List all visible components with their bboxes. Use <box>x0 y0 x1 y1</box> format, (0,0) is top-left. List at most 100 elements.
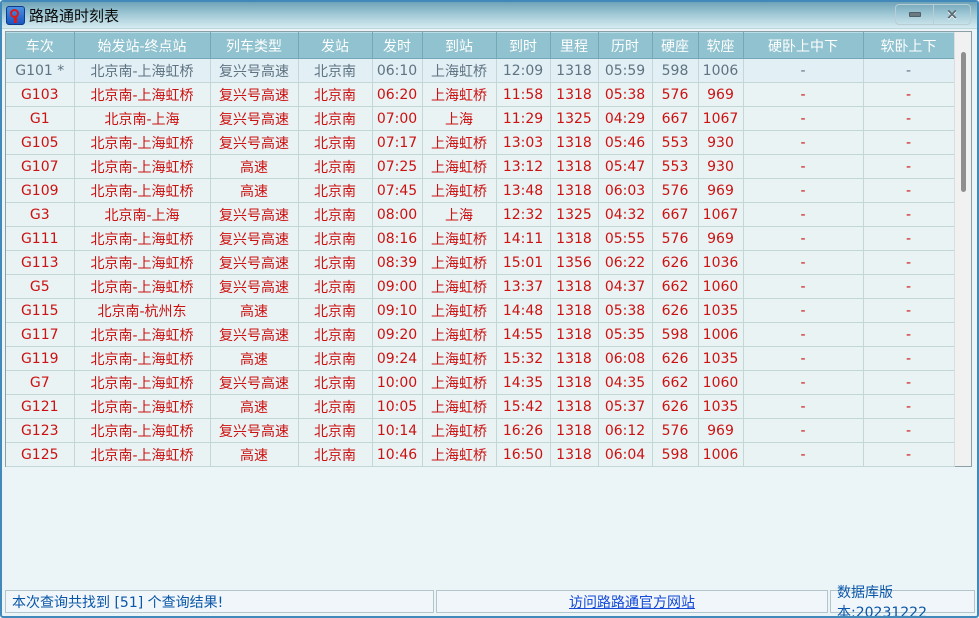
table-cell: 05:35 <box>598 322 653 347</box>
table-cell: 10:46 <box>372 442 423 467</box>
table-cell: - <box>743 370 864 395</box>
table-cell: 上海虹桥 <box>422 226 497 251</box>
table-cell: - <box>743 82 864 107</box>
table-cell: 16:26 <box>496 418 551 443</box>
table-cell: - <box>743 322 864 347</box>
table-row[interactable]: G121 北京南-上海虹桥 高速 北京南 10:05 上海虹桥 15:42 1318 05:37… <box>6 394 955 419</box>
table-cell: 04:37 <box>598 274 653 299</box>
scrollbar-thumb[interactable] <box>961 52 966 192</box>
table-cell: 复兴号高速 <box>210 226 299 251</box>
table-cell: 1318 <box>550 154 599 179</box>
column-header-0[interactable]: 车次 <box>6 32 75 59</box>
table-cell: 上海虹桥 <box>422 298 497 323</box>
table-row[interactable]: G109 北京南-上海虹桥 高速 北京南 07:45 上海虹桥 13:48 1318 06:03… <box>6 178 955 203</box>
table-cell: 1036 <box>698 250 744 275</box>
title-bar[interactable]: 路路通时刻表 × <box>2 2 977 29</box>
table-cell: 复兴号高速 <box>210 130 299 155</box>
column-header-1[interactable]: 始发站-终点站 <box>74 32 211 59</box>
table-row[interactable]: G125 北京南-上海虹桥 高速 北京南 10:46 上海虹桥 16:50 1318 06:04… <box>6 442 955 467</box>
table-cell: 12:09 <box>496 58 551 83</box>
table-cell: 北京南-上海 <box>74 202 211 227</box>
table-row[interactable]: G1 北京南-上海 复兴号高速 北京南 07:00 上海 11:29 1325 04:29 667… <box>6 106 955 131</box>
table-cell: 1318 <box>550 274 599 299</box>
table-cell: 北京南-上海虹桥 <box>74 322 211 347</box>
table-row[interactable]: G117 北京南-上海虹桥 复兴号高速 北京南 09:20 上海虹桥 14:55 1318 05… <box>6 322 955 347</box>
table-cell: 高速 <box>210 346 299 371</box>
table-cell: - <box>743 250 864 275</box>
table-cell: - <box>863 130 955 155</box>
table-row[interactable]: G107 北京南-上海虹桥 高速 北京南 07:25 上海虹桥 13:12 1318 05:47… <box>6 154 955 179</box>
table-row[interactable]: G119 北京南-上海虹桥 高速 北京南 09:24 上海虹桥 15:32 1318 06:08… <box>6 346 955 371</box>
table-cell: 09:24 <box>372 346 423 371</box>
table-cell: 北京南 <box>298 418 373 443</box>
table-row[interactable]: G115 北京南-杭州东 高速 北京南 09:10 上海虹桥 14:48 1318 05:38 6… <box>6 298 955 323</box>
table-cell: 北京南-上海虹桥 <box>74 250 211 275</box>
table-row[interactable]: G103 北京南-上海虹桥 复兴号高速 北京南 06:20 上海虹桥 11:58 1318 05… <box>6 82 955 107</box>
table-cell: - <box>863 82 955 107</box>
table-cell: G123 <box>6 418 75 443</box>
query-panel: 站站查询 指定中转站 北京 <-> 上海 车次查询 车站查询 <box>2 467 977 589</box>
table-row[interactable]: G7 北京南-上海虹桥 复兴号高速 北京南 10:00 上海虹桥 14:35 1318 04:3… <box>6 370 955 395</box>
column-header-6[interactable]: 到时 <box>496 32 551 59</box>
table-cell: 北京南 <box>298 370 373 395</box>
table-cell: G1 <box>6 106 75 131</box>
column-header-5[interactable]: 到站 <box>422 32 497 59</box>
column-header-8[interactable]: 历时 <box>598 32 653 59</box>
table-cell: 1060 <box>698 274 744 299</box>
table-cell: 北京南 <box>298 394 373 419</box>
close-button[interactable]: × <box>933 5 970 24</box>
table-cell: 上海虹桥 <box>422 394 497 419</box>
table-row[interactable]: G111 北京南-上海虹桥 复兴号高速 北京南 08:16 上海虹桥 14:11 1318 05… <box>6 226 955 251</box>
table-cell: G115 <box>6 298 75 323</box>
table-cell: 1318 <box>550 346 599 371</box>
table-cell: 北京南 <box>298 130 373 155</box>
table-row[interactable]: G105 北京南-上海虹桥 复兴号高速 北京南 07:17 上海虹桥 13:03 1318 05… <box>6 130 955 155</box>
column-header-11[interactable]: 硬卧上中下 <box>743 32 864 59</box>
table-cell: - <box>743 130 864 155</box>
table-cell: 05:55 <box>598 226 653 251</box>
table-row[interactable]: G113 北京南-上海虹桥 复兴号高速 北京南 08:39 上海虹桥 15:01 1356 06… <box>6 250 955 275</box>
table-cell: 930 <box>698 154 744 179</box>
table-cell: 复兴号高速 <box>210 202 299 227</box>
table-cell: 复兴号高速 <box>210 418 299 443</box>
timetable: 车次 始发站-终点站 列车类型 发站 发时 到站 到时 里程 历时 硬座 软座 硬卧上中下 软卧上下 G… <box>5 31 972 467</box>
table-cell: 04:35 <box>598 370 653 395</box>
table-row[interactable]: G123 北京南-上海虹桥 复兴号高速 北京南 10:14 上海虹桥 16:26 1318 06… <box>6 418 955 443</box>
table-cell: 1006 <box>698 58 744 83</box>
table-cell: - <box>743 226 864 251</box>
table-cell: 1318 <box>550 82 599 107</box>
column-header-4[interactable]: 发时 <box>372 32 423 59</box>
table-cell: 1356 <box>550 250 599 275</box>
table-cell: G119 <box>6 346 75 371</box>
table-cell: 626 <box>652 298 699 323</box>
column-header-12[interactable]: 软卧上下 <box>863 32 955 59</box>
table-cell: 13:48 <box>496 178 551 203</box>
table-cell: 13:12 <box>496 154 551 179</box>
table-cell: 07:00 <box>372 106 423 131</box>
column-header-9[interactable]: 硬座 <box>652 32 699 59</box>
table-row[interactable]: G5 北京南-上海虹桥 复兴号高速 北京南 09:00 上海虹桥 13:37 1318 04:3… <box>6 274 955 299</box>
table-cell: 北京南-上海虹桥 <box>74 394 211 419</box>
column-header-2[interactable]: 列车类型 <box>210 32 299 59</box>
official-site-link[interactable]: 访问路路通官方网站 <box>569 594 695 611</box>
table-cell: 15:01 <box>496 250 551 275</box>
table-cell: G103 <box>6 82 75 107</box>
table-cell: 1318 <box>550 418 599 443</box>
table-cell: 高速 <box>210 394 299 419</box>
table-row[interactable]: G101 * 北京南-上海虹桥 复兴号高速 北京南 06:10 上海虹桥 12:09 1318… <box>6 58 955 83</box>
minimize-button[interactable] <box>896 5 933 24</box>
table-cell: 07:25 <box>372 154 423 179</box>
column-header-3[interactable]: 发站 <box>298 32 373 59</box>
vertical-scrollbar[interactable] <box>954 32 971 466</box>
column-header-10[interactable]: 软座 <box>698 32 744 59</box>
table-cell: 上海 <box>422 202 497 227</box>
table-row[interactable]: G3 北京南-上海 复兴号高速 北京南 08:00 上海 12:32 1325 04:32 667… <box>6 202 955 227</box>
table-cell: 14:55 <box>496 322 551 347</box>
table-cell: 北京南 <box>298 250 373 275</box>
table-cell: - <box>863 226 955 251</box>
table-cell: G3 <box>6 202 75 227</box>
column-header-7[interactable]: 里程 <box>550 32 599 59</box>
table-cell: 969 <box>698 418 744 443</box>
result-count-text: 本次查询共找到 [51] 个查询结果! <box>12 594 224 611</box>
table-cell: 1325 <box>550 202 599 227</box>
